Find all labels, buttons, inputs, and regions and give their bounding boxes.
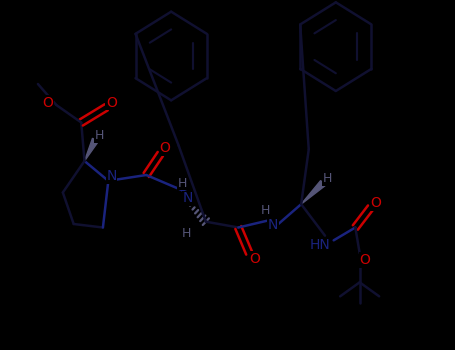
Text: N: N [106,169,117,183]
Text: H: H [182,227,191,240]
Text: HN: HN [309,238,330,252]
Text: O: O [249,252,260,266]
Text: O: O [159,141,170,155]
Text: H: H [323,172,332,185]
Polygon shape [85,138,98,161]
Text: O: O [359,253,370,267]
Text: O: O [106,96,117,110]
Text: N: N [182,191,192,205]
Polygon shape [301,181,325,204]
Text: N: N [268,218,278,232]
Text: H: H [95,129,104,142]
Text: H: H [177,177,187,190]
Text: H: H [261,203,270,217]
Text: O: O [370,196,381,210]
Text: O: O [42,96,53,110]
